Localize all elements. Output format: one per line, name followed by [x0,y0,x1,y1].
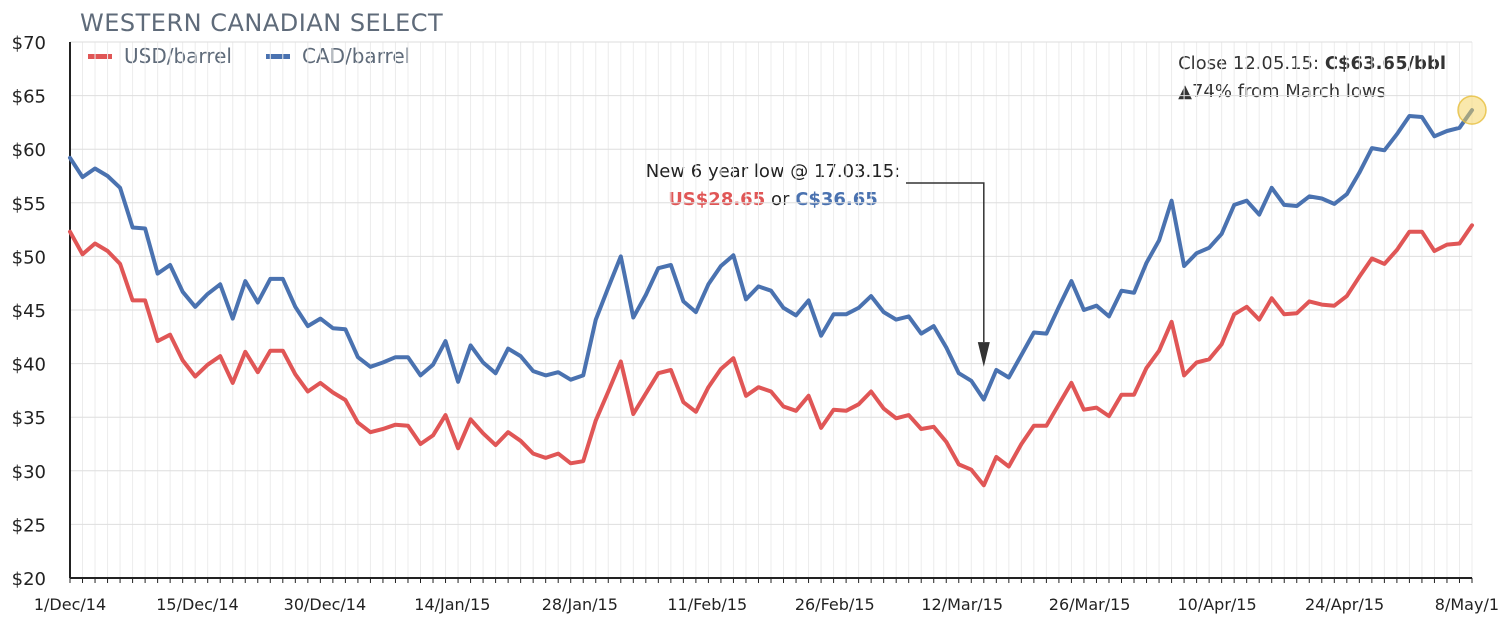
x-tick-label: 26/Feb/15 [795,595,875,614]
y-tick-label: $40 [12,355,46,376]
low-annotation-line2: US$28.65 or C$36.65 [640,186,906,214]
x-tick-label: 14/Jan/15 [414,595,490,614]
series-line-usd [68,223,1474,488]
x-tick-label: 15/Dec/14 [156,595,238,614]
chart-title: WESTERN CANADIAN SELECT [80,9,444,37]
x-tick-label: 1/Dec/14 [34,595,106,614]
y-tick-label: $20 [12,569,46,590]
x-tick-label: 24/Apr/15 [1305,595,1384,614]
y-tick-label: $50 [12,247,46,268]
y-tick-label: $30 [12,462,46,483]
legend-swatch-usd [88,53,112,59]
x-tick-label: 12/Mar/15 [921,595,1003,614]
y-tick-label: $45 [12,301,46,322]
low-annotation: New 6 year low @ 17.03.15: US$28.65 or C… [640,158,906,214]
x-tick-label: 10/Apr/15 [1177,595,1256,614]
series-line-cad [68,108,1474,402]
low-annotation-line1: New 6 year low @ 17.03.15: [645,161,901,182]
legend-label-usd: USD/barrel [124,44,232,68]
y-tick-label: $70 [12,33,46,54]
x-tick-label: 26/Mar/15 [1049,595,1131,614]
low-usd-value: US$28.65 [668,189,766,210]
low-or-text: or [770,189,790,210]
x-tick-label: 11/Feb/15 [667,595,747,614]
close-value: C$63.65/bbl [1324,53,1446,74]
close-highlight-marker [1457,95,1487,125]
x-tick-label: 28/Jan/15 [542,595,618,614]
y-tick-label: $35 [12,408,46,429]
legend-swatch-cad [265,53,290,59]
legend-item-usd: USD/barrel [88,44,232,68]
y-tick-label: $25 [12,515,46,536]
x-tick-label: 8/May/15 [1435,595,1498,614]
y-tick-label: $55 [12,194,46,215]
chart-legend: USD/barrel CAD/barrel [88,44,410,68]
y-tick-label: $60 [12,140,46,161]
low-annotation-arrowhead [977,342,990,367]
x-tick-label: 30/Dec/14 [284,595,366,614]
low-annotation-connector [906,182,985,343]
y-tick-label: $65 [12,87,46,108]
low-cad-value: C$36.65 [795,189,878,210]
